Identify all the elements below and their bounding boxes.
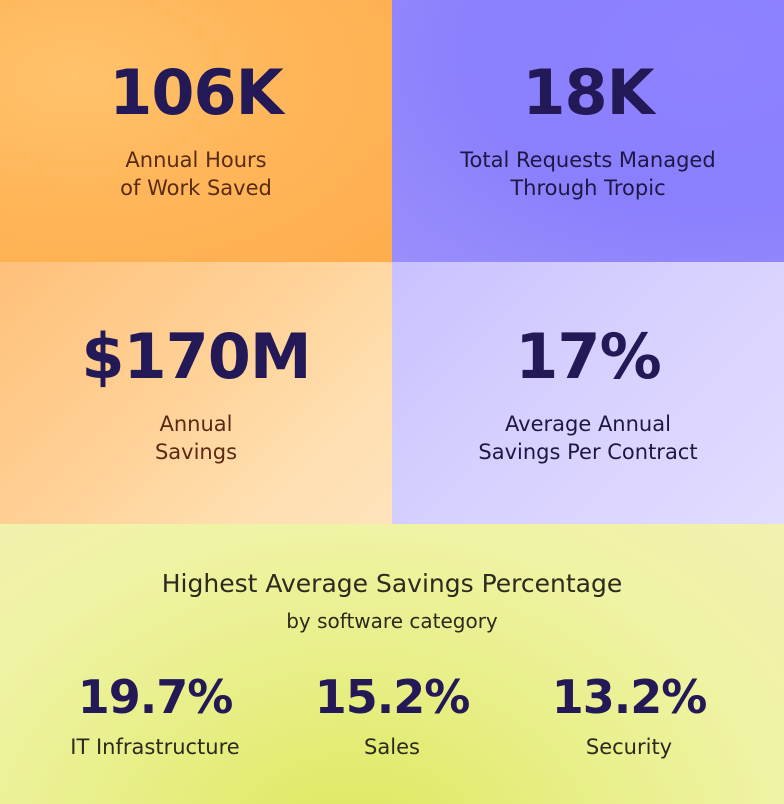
stat-label-line: Savings Per Contract bbox=[478, 440, 698, 464]
category-value: 13.2% bbox=[551, 670, 708, 724]
stat-label-line: Annual bbox=[159, 412, 233, 436]
category-name: IT Infrastructure bbox=[70, 735, 240, 759]
panel-subtitle: by software category bbox=[286, 609, 498, 633]
category-item-security: 13.2% Security bbox=[514, 674, 744, 760]
stat-label-hours-saved: Annual Hours of Work Saved bbox=[120, 146, 272, 202]
category-item-it-infrastructure: 19.7% IT Infrastructure bbox=[40, 674, 270, 760]
stat-tile-annual-savings: $170M Annual Savings bbox=[0, 262, 392, 524]
stat-label-line: of Work Saved bbox=[120, 176, 272, 200]
category-item-sales: 15.2% Sales bbox=[277, 674, 507, 760]
stat-value-contract-savings: 17% bbox=[515, 320, 661, 393]
stat-tile-hours-saved: 106K Annual Hours of Work Saved bbox=[0, 0, 392, 262]
stat-value-hours-saved: 106K bbox=[109, 56, 283, 129]
stat-label-line: Annual Hours bbox=[125, 148, 267, 172]
stat-label-line: Savings bbox=[154, 440, 238, 464]
category-list: 19.7% IT Infrastructure 15.2% Sales 13.2… bbox=[0, 674, 784, 760]
category-savings-panel: Highest Average Savings Percentage by so… bbox=[0, 524, 784, 804]
stat-value-annual-savings: $170M bbox=[81, 320, 311, 393]
stat-label-annual-savings: Annual Savings bbox=[155, 410, 237, 466]
stat-label-requests: Total Requests Managed Through Tropic bbox=[460, 146, 715, 202]
stat-label-line: Total Requests Managed bbox=[460, 148, 716, 172]
stat-label-line: Average Annual bbox=[505, 412, 671, 436]
stats-grid: 106K Annual Hours of Work Saved 18K Tota… bbox=[0, 0, 784, 524]
category-value: 19.7% bbox=[77, 670, 234, 724]
stat-label-contract-savings: Average Annual Savings Per Contract bbox=[478, 410, 697, 466]
category-name: Sales bbox=[364, 735, 420, 759]
panel-title: Highest Average Savings Percentage bbox=[161, 569, 623, 598]
stat-value-requests: 18K bbox=[522, 56, 654, 129]
stat-tile-contract-savings: 17% Average Annual Savings Per Contract bbox=[392, 262, 784, 524]
category-name: Security bbox=[585, 735, 673, 759]
stat-tile-requests: 18K Total Requests Managed Through Tropi… bbox=[392, 0, 784, 262]
category-value: 15.2% bbox=[314, 670, 471, 724]
stat-label-line: Through Tropic bbox=[510, 176, 666, 200]
